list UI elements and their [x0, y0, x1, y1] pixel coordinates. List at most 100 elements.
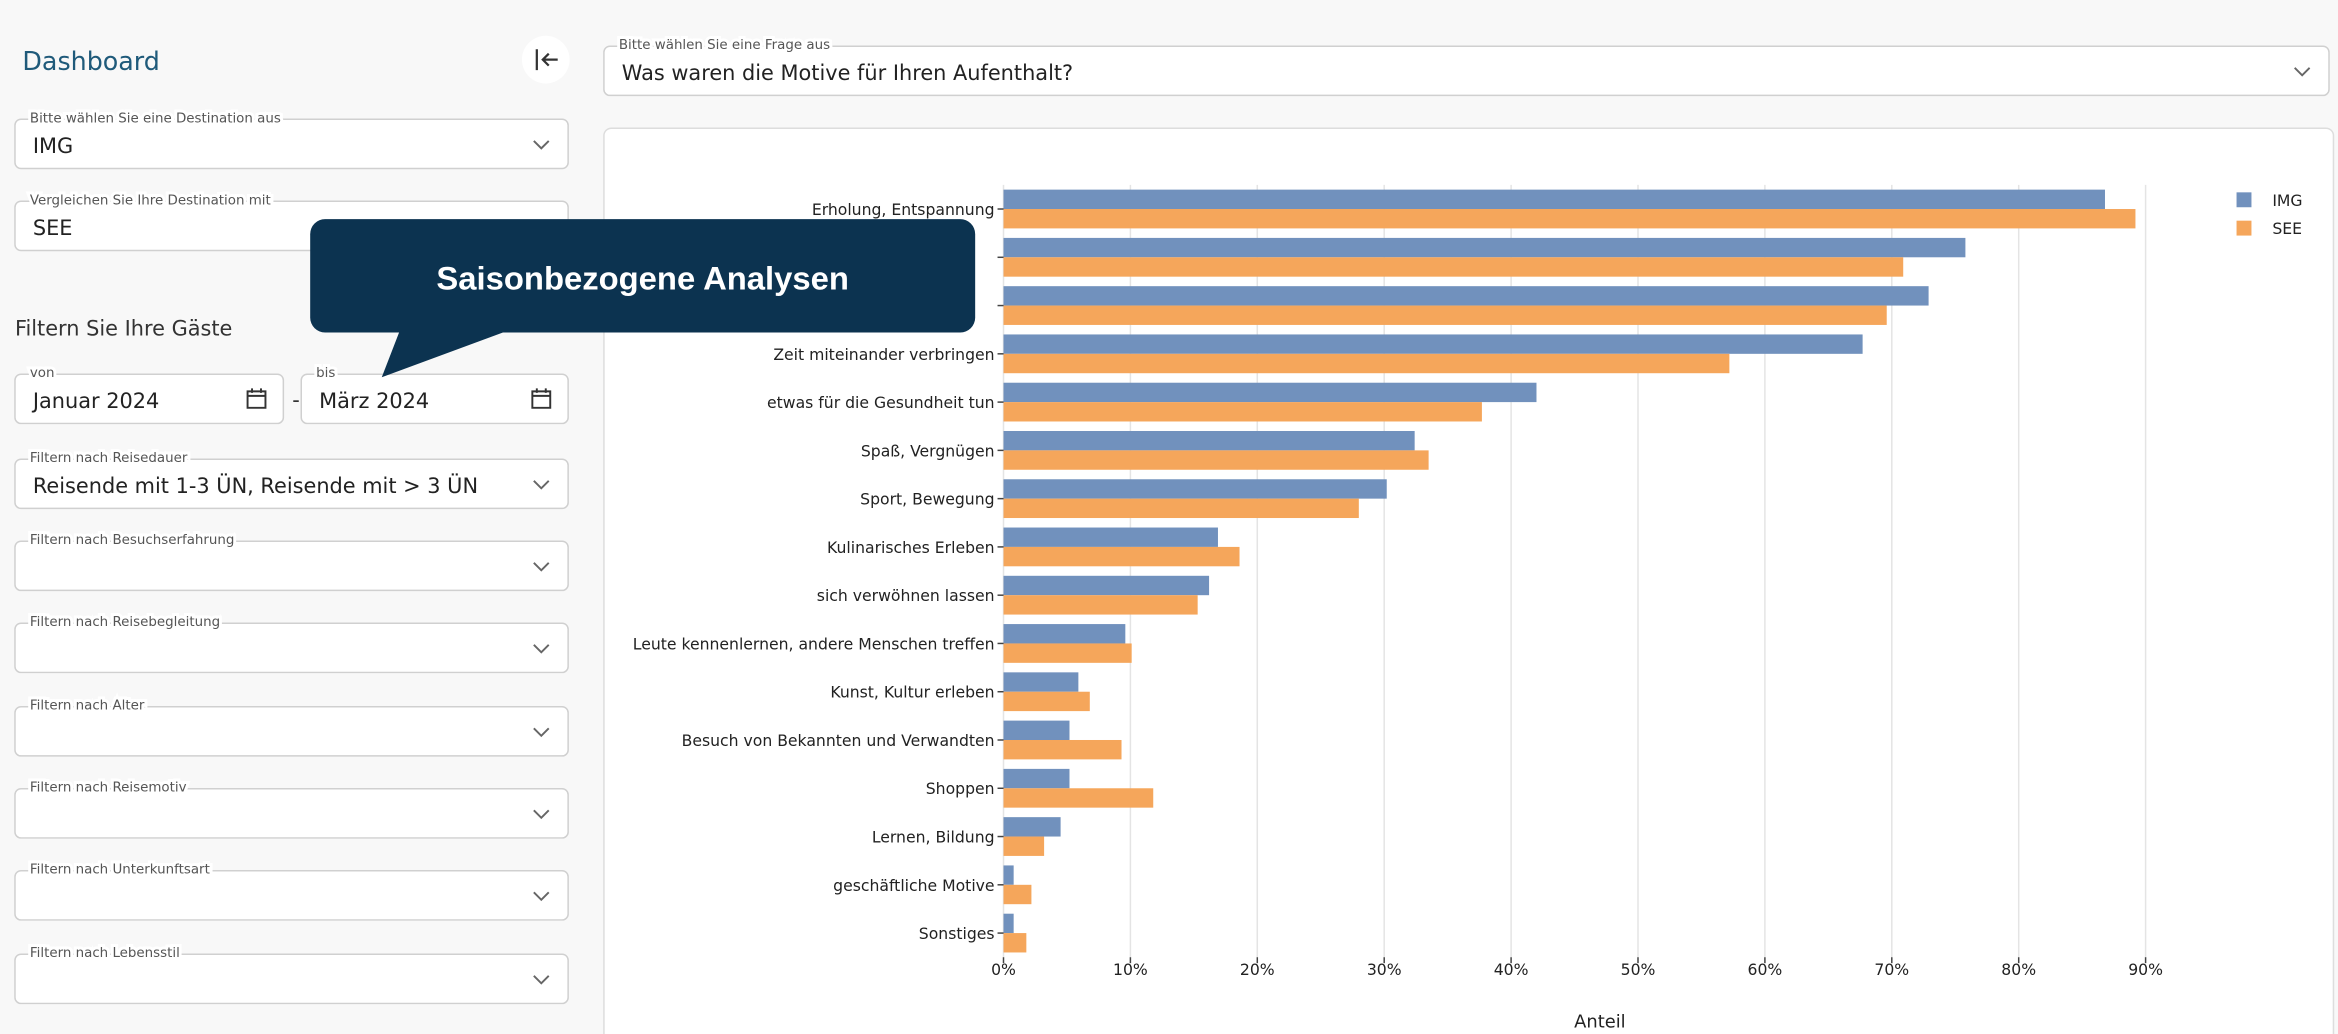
chevron-icon — [533, 644, 550, 654]
field-value: März 2024 — [319, 389, 429, 413]
bar — [1003, 933, 1027, 953]
x-tick-label: 50% — [1621, 960, 1656, 979]
y-tick-label: Erholung, Entspannung — [812, 200, 995, 219]
bar — [1003, 430, 1415, 451]
input-field[interactable]: SEE Vergleichen Sie Ihre Destination mit — [14, 190, 569, 252]
bar — [1003, 865, 1014, 885]
chevron-icon — [533, 727, 550, 738]
input-field[interactable]: IMG Bitte wählen Sie eine Destination aus — [14, 108, 569, 170]
legend-swatch — [2236, 220, 2252, 236]
input-field[interactable]: Filtern nach Lebensstil — [14, 943, 569, 1005]
field-label: Filtern nach Lebensstil — [30, 946, 180, 961]
bar — [1003, 209, 2136, 229]
y-tick-label: Besuch von Bekannten und Verwandten — [682, 731, 995, 750]
collapse-button[interactable] — [521, 35, 570, 84]
bar — [1003, 913, 1014, 934]
field-value: Was waren die Motive für Ihren Aufenthal… — [622, 61, 1073, 85]
legend-label: IMG — [2272, 191, 2302, 210]
y-tick-label: Sonstiges — [919, 924, 995, 943]
calendar-icon — [531, 388, 552, 409]
bar — [1003, 720, 1070, 740]
field-box — [14, 953, 569, 1005]
y-tick-label: etwas für die Gesundheit tun — [767, 393, 995, 412]
bar — [1003, 479, 1387, 499]
chevron-icon — [533, 809, 550, 820]
chevron-icon — [533, 140, 550, 150]
callout: Saisonbezogene Analysen — [310, 219, 976, 378]
input-field[interactable]: Januar 2024 von — [14, 363, 285, 425]
field-label: Vergleichen Sie Ihre Destination mit — [30, 193, 271, 208]
bar — [1003, 353, 1730, 374]
x-tick-label: 60% — [1748, 960, 1783, 979]
y-tick-label: geschäftliche Motive — [833, 876, 994, 895]
input-field[interactable]: Was waren die Motive für Ihren Aufenthal… — [603, 35, 2330, 97]
chevron-icon — [533, 480, 550, 490]
field-label: Filtern nach Reisemotiv — [30, 781, 187, 796]
bar — [1003, 382, 1537, 403]
input-field[interactable]: Filtern nach Reisebegleitung — [14, 612, 569, 674]
x-axis-title: Anteil — [1574, 1011, 1626, 1032]
bar — [1003, 643, 1132, 663]
dashboard-title: Dashboard — [22, 46, 159, 76]
date-separator: - — [292, 388, 300, 412]
bar — [1003, 739, 1122, 760]
x-tick-label: 70% — [1874, 960, 1909, 979]
x-tick-label: 10% — [1113, 960, 1148, 979]
bar — [1003, 884, 1032, 905]
chart: 0% 10% 20% 30% 40% 50% 60% 70% 80% 90% Erholung, E… — [633, 184, 2303, 1032]
chevron-icon — [533, 975, 550, 985]
field-label: Filtern nach Reisebegleitung — [30, 615, 220, 630]
input-field[interactable]: Filtern nach Reisemotiv — [14, 778, 569, 839]
field-value: Januar 2024 — [31, 389, 159, 413]
bar — [1003, 817, 1061, 837]
field-label: Filtern nach Unterkunftsart — [30, 863, 210, 878]
bar — [1003, 836, 1045, 856]
bar — [1003, 691, 1090, 712]
field-box — [14, 869, 569, 921]
x-tick-label: 90% — [2128, 960, 2163, 979]
bar — [1003, 672, 1079, 692]
input-field[interactable]: Filtern nach Besuchserfahrung — [14, 530, 569, 592]
y-tick-label: Spaß, Vergnügen — [861, 441, 995, 460]
field-box — [14, 458, 569, 510]
field-box — [14, 118, 569, 170]
field-box — [603, 45, 2330, 97]
field-box — [14, 705, 569, 757]
field-value: IMG — [33, 134, 73, 158]
input-field[interactable]: Filtern nach Alter — [14, 696, 569, 757]
x-tick-label: 40% — [1494, 960, 1529, 979]
bar — [1003, 334, 1863, 354]
field-label: bis — [316, 366, 335, 381]
bar — [1003, 305, 1887, 325]
filter-heading: Filtern Sie Ihre Gäste — [15, 316, 232, 340]
chevron-icon — [2294, 67, 2311, 77]
input-field[interactable]: Reisende mit 1-3 ÜN, Reisende mit > 3 ÜN… — [14, 448, 569, 510]
input-field[interactable]: Filtern nach Unterkunftsart — [14, 860, 569, 921]
bar — [1003, 546, 1240, 567]
bar — [1003, 595, 1198, 615]
calendar-icon — [246, 388, 267, 409]
field-label: Bitte wählen Sie eine Destination aus — [30, 111, 281, 126]
bar — [1003, 257, 1904, 277]
field-value: Reisende mit 1-3 ÜN, Reisende mit > 3 ÜN — [33, 473, 478, 498]
field-label: Filtern nach Alter — [30, 699, 145, 714]
bar — [1003, 450, 1429, 470]
field-box — [14, 540, 569, 592]
field-label: Bitte wählen Sie eine Frage aus — [619, 38, 830, 53]
bar — [1003, 402, 1482, 422]
field-value: SEE — [33, 216, 73, 240]
bar — [1003, 498, 1359, 519]
y-tick-label: sich verwöhnen lassen — [817, 586, 995, 605]
y-tick-label: Zeit miteinander verbringen — [773, 345, 994, 364]
x-tick-label: 0% — [991, 960, 1016, 979]
field-box — [14, 787, 569, 839]
x-tick-label: 30% — [1367, 960, 1402, 979]
field-label: Filtern nach Reisedauer — [30, 451, 188, 466]
bar — [1003, 527, 1218, 547]
callout-text: Saisonbezogene Analysen — [436, 259, 849, 296]
field-label: von — [30, 366, 55, 381]
input-field[interactable]: März 2024 bis — [300, 363, 569, 425]
field-box — [14, 373, 285, 425]
y-tick-label: Leute kennenlernen, andere Menschen tref… — [633, 634, 995, 653]
